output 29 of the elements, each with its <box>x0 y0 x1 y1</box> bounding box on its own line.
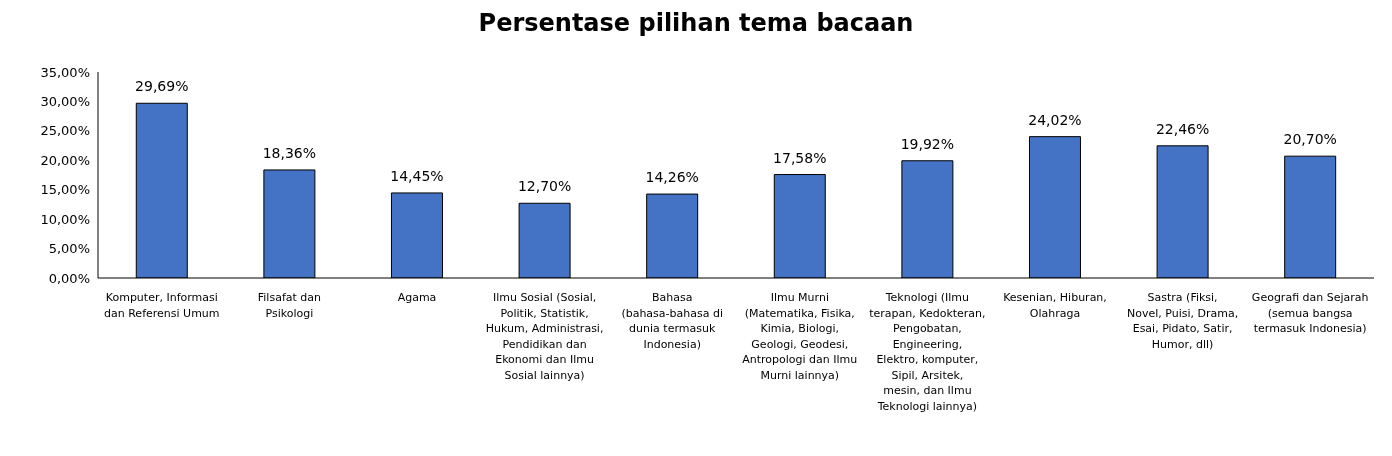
data-label: 29,69% <box>135 78 189 95</box>
x-tick-label: Filsafat dan Psikologi <box>257 291 322 320</box>
data-label: 14,26% <box>645 169 699 186</box>
x-tick-label: Geografi dan Sejarah (semua bangsa termasuk Indonesia) <box>1251 291 1369 335</box>
x-tick-label: Ilmu Sosial (Sosial, Politik, Statistik, Hukum, Administrasi, Pendidikan dan Ekonomi dan Ilmu Sosial lainnya) <box>485 291 604 382</box>
x-tick-label: Kesenian, Hiburan, Olahraga <box>1003 291 1107 320</box>
chart-title: Persentase pilihan tema bacaan <box>477 8 915 39</box>
x-tick-label: Sastra (Fiksi, Novel, Puisi, Drama, Esai, Pidato, Satir, Humor, dll) <box>1126 291 1239 351</box>
y-tick-label: 35,00% <box>40 64 90 80</box>
y-tick-label: 20,00% <box>40 152 90 168</box>
x-tick-label: Ilmu Murni (Matematika, Fisika, Kimia, Biologi, Geologi, Geodesi, Antropologi dan Ilmu Murni lainnya) <box>742 291 858 382</box>
y-tick-label: 25,00% <box>40 123 90 139</box>
x-tick-label: Bahasa (bahasa-bahasa di dunia termasuk Indonesia) <box>621 291 724 351</box>
data-label: 12,70% <box>517 178 572 195</box>
data-label: 14,45% <box>390 167 444 184</box>
data-label: 18,36% <box>262 144 317 161</box>
data-label: 17,58% <box>773 149 827 166</box>
x-tick-label: Komputer, Informasi dan Referensi Umum <box>104 291 220 320</box>
x-tick-label: Agama <box>397 291 437 304</box>
data-label: 20,70% <box>1283 131 1337 148</box>
y-tick-label: 15,00% <box>40 182 90 198</box>
y-tick-label: 30,00% <box>40 94 90 110</box>
y-tick-label: 10,00% <box>40 211 90 227</box>
data-label: 22,46% <box>1155 120 1210 137</box>
data-label: 24,02% <box>1028 111 1082 128</box>
y-tick-label: 5,00% <box>48 241 90 257</box>
y-tick-label: 0,00% <box>48 270 90 286</box>
x-tick-label: Teknologi (Ilmu terapan, Kedokteran, Pengobatan, Engineering, Elektro, komputer, Sipil, Arsitek, mesin, dan Ilmu Teknologi lainnya) <box>869 291 986 413</box>
data-label: 19,92% <box>900 135 955 152</box>
